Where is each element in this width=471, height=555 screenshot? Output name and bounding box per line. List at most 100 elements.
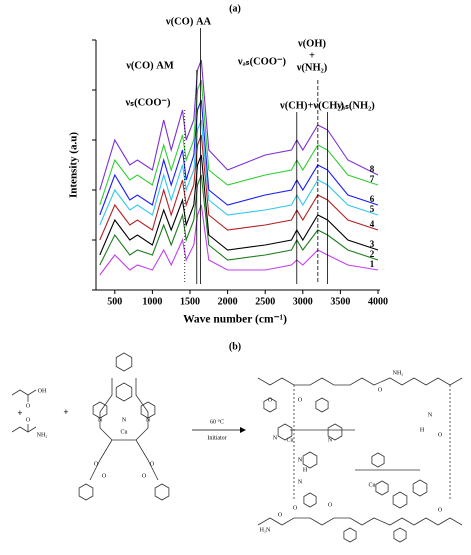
annotation: ν(OH) xyxy=(297,38,327,49)
series-label: 4 xyxy=(370,219,375,229)
ring xyxy=(115,382,133,402)
atom-label: O xyxy=(26,403,31,409)
y-axis-title: Intensity (a.u) xyxy=(68,132,80,198)
bond xyxy=(89,439,113,481)
atom-label: N xyxy=(428,412,433,418)
bond xyxy=(11,426,37,433)
spectrum-line xyxy=(99,154,379,256)
x-tick-label: 1500 xyxy=(180,296,200,307)
spectrum-line xyxy=(99,174,379,266)
reaction-scheme xyxy=(11,377,463,526)
annotation: ν(CO) AA xyxy=(165,16,212,27)
ring xyxy=(375,480,389,496)
ring xyxy=(303,492,317,508)
x-tick-label: 3500 xyxy=(330,296,350,307)
ring xyxy=(140,401,156,419)
atom-label: N xyxy=(328,437,333,443)
ring xyxy=(327,423,343,441)
atom-label: O xyxy=(94,461,99,467)
panel-label: (b) xyxy=(229,341,241,352)
annotation: + xyxy=(309,50,315,61)
x-tick-label: 3000 xyxy=(293,296,313,307)
bond xyxy=(99,378,149,441)
atom-label: O xyxy=(438,432,443,438)
annotation: νₛ(COO⁻) xyxy=(124,97,171,108)
ring xyxy=(371,452,385,468)
atom-label: NH₂ xyxy=(37,432,48,438)
series-label: 5 xyxy=(370,204,375,214)
annotation: νₐₛ(COO⁻) xyxy=(237,56,287,67)
series-label: 8 xyxy=(370,164,375,174)
x-tick-label: 500 xyxy=(107,296,122,307)
x-tick-label: 2500 xyxy=(255,296,275,307)
atom-label: O xyxy=(150,461,155,467)
ring xyxy=(263,397,277,413)
atom-label: O xyxy=(268,397,273,403)
atom-label: H₂N xyxy=(260,527,271,533)
ring xyxy=(393,527,407,543)
atom-label: NH₂ xyxy=(393,370,404,376)
bond xyxy=(257,377,463,386)
spectrum-line xyxy=(99,119,379,226)
x-axis-title: Wave number (cm⁻¹) xyxy=(183,314,287,326)
series-label: 7 xyxy=(370,174,375,184)
series-label: 3 xyxy=(370,239,375,249)
atom-label: H xyxy=(303,467,308,473)
atom-label: O xyxy=(26,417,31,423)
x-tick-label: 4000 xyxy=(368,296,388,307)
annotation: ν(CO) AM xyxy=(125,60,174,71)
reaction-condition: 60 °C xyxy=(210,418,224,425)
arrow-head xyxy=(240,427,246,433)
ring xyxy=(392,491,408,509)
atom-label: O xyxy=(102,473,107,479)
atom-label: O xyxy=(142,473,147,479)
spectrum-line xyxy=(99,134,379,241)
spectrum-line xyxy=(99,204,379,276)
reaction-condition: Initiator xyxy=(207,435,226,441)
bond xyxy=(257,517,463,526)
x-tick-label: 2000 xyxy=(218,296,238,307)
ring xyxy=(78,483,94,501)
ring xyxy=(315,397,329,413)
atom-label: + xyxy=(17,408,22,418)
annotation: ν(NH₂) xyxy=(296,62,328,73)
ring xyxy=(412,479,428,497)
atom-label: Cu xyxy=(286,437,293,443)
atom-label: N xyxy=(98,417,103,423)
ring xyxy=(154,483,170,501)
atom-label: O xyxy=(298,397,303,403)
bond xyxy=(11,389,37,396)
atom-label: OH xyxy=(38,388,47,394)
spectrum-line xyxy=(99,59,379,191)
spectrum-line xyxy=(99,99,379,216)
atom-label: + xyxy=(63,407,68,417)
atom-label: O xyxy=(278,512,283,518)
panel-label: (a) xyxy=(229,3,241,14)
atom-label: O xyxy=(328,502,333,508)
bond xyxy=(135,439,159,481)
ring xyxy=(115,352,133,372)
atom-label: O xyxy=(438,507,443,513)
ring xyxy=(277,423,293,441)
atom-label: N xyxy=(298,479,303,485)
atom-label: O xyxy=(378,387,383,393)
ring xyxy=(92,401,108,419)
atom-label: Cu xyxy=(368,482,375,488)
x-tick-label: 1000 xyxy=(142,296,162,307)
atom-label: Cu xyxy=(120,429,127,435)
annotation: νₐₛ(NH₂) xyxy=(336,100,375,111)
atom-label: O xyxy=(293,505,298,511)
atom-label: N xyxy=(273,435,278,441)
annotation: ν(CH)+ν(CH₂) xyxy=(279,100,345,111)
atom-label: H xyxy=(420,427,425,433)
series-label: 6 xyxy=(370,194,375,204)
ring xyxy=(302,451,318,469)
series-label: 2 xyxy=(370,249,375,259)
ring xyxy=(343,527,357,543)
series-label: 1 xyxy=(370,259,375,269)
atom-label: N xyxy=(122,417,127,423)
spectrum-line xyxy=(99,79,379,206)
atom-label: N xyxy=(146,417,151,423)
atom-label: N xyxy=(298,457,303,463)
